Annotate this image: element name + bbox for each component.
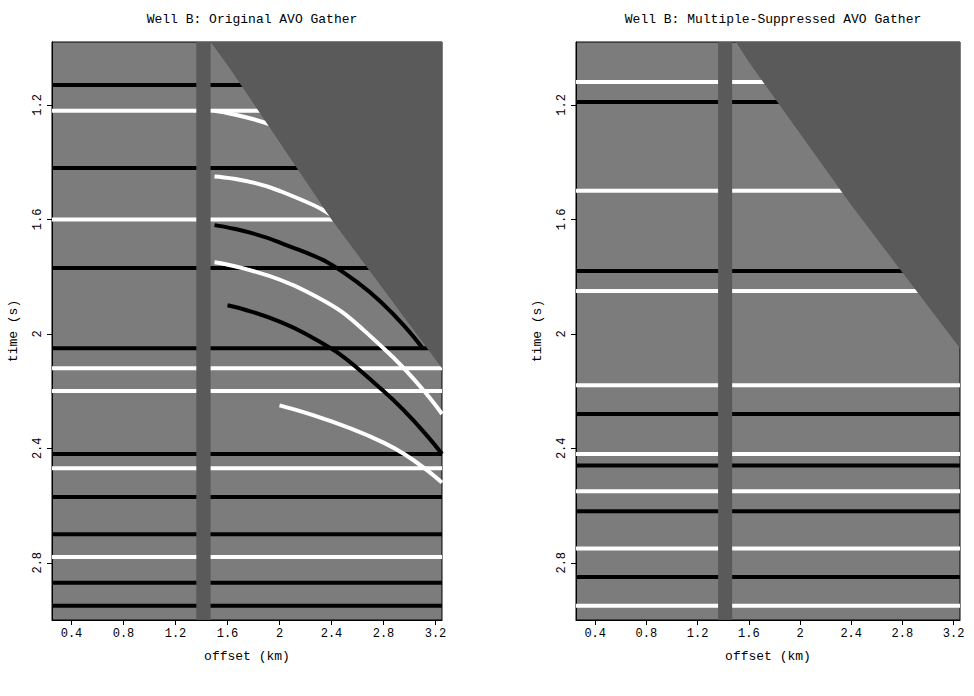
svg-text:offset (km): offset (km) <box>204 649 290 664</box>
svg-text:0.4: 0.4 <box>61 627 83 641</box>
svg-text:1.2: 1.2 <box>555 94 569 116</box>
svg-text:1.2: 1.2 <box>31 94 45 116</box>
svg-text:0.8: 0.8 <box>113 627 135 641</box>
svg-text:2: 2 <box>555 330 569 337</box>
svg-text:2.8: 2.8 <box>31 552 45 574</box>
svg-text:2.4: 2.4 <box>555 438 569 460</box>
svg-text:Well B: Original AVO Gather: Well B: Original AVO Gather <box>147 12 358 27</box>
svg-text:1.6: 1.6 <box>31 209 45 231</box>
svg-text:0.4: 0.4 <box>584 627 606 641</box>
svg-text:1.6: 1.6 <box>555 209 569 231</box>
svg-text:time (s): time (s) <box>6 300 21 362</box>
svg-text:2: 2 <box>31 330 45 337</box>
svg-text:1.2: 1.2 <box>165 627 187 641</box>
svg-text:1.2: 1.2 <box>687 627 709 641</box>
svg-text:3.2: 3.2 <box>425 627 447 641</box>
svg-text:2: 2 <box>796 627 803 641</box>
svg-text:offset (km): offset (km) <box>725 649 811 664</box>
svg-text:2.8: 2.8 <box>892 627 914 641</box>
svg-text:2.4: 2.4 <box>840 627 862 641</box>
svg-text:3.2: 3.2 <box>943 627 965 641</box>
svg-text:2: 2 <box>276 627 283 641</box>
svg-text:2.4: 2.4 <box>31 438 45 460</box>
svg-text:2.8: 2.8 <box>555 552 569 574</box>
svg-text:time (s): time (s) <box>530 300 545 362</box>
svg-text:1.6: 1.6 <box>217 627 239 641</box>
svg-text:1.6: 1.6 <box>738 627 760 641</box>
svg-text:2.4: 2.4 <box>321 627 343 641</box>
svg-text:2.8: 2.8 <box>373 627 395 641</box>
svg-text:Well B: Multiple-Suppressed AV: Well B: Multiple-Suppressed AVO Gather <box>625 12 921 27</box>
svg-text:0.8: 0.8 <box>636 627 658 641</box>
